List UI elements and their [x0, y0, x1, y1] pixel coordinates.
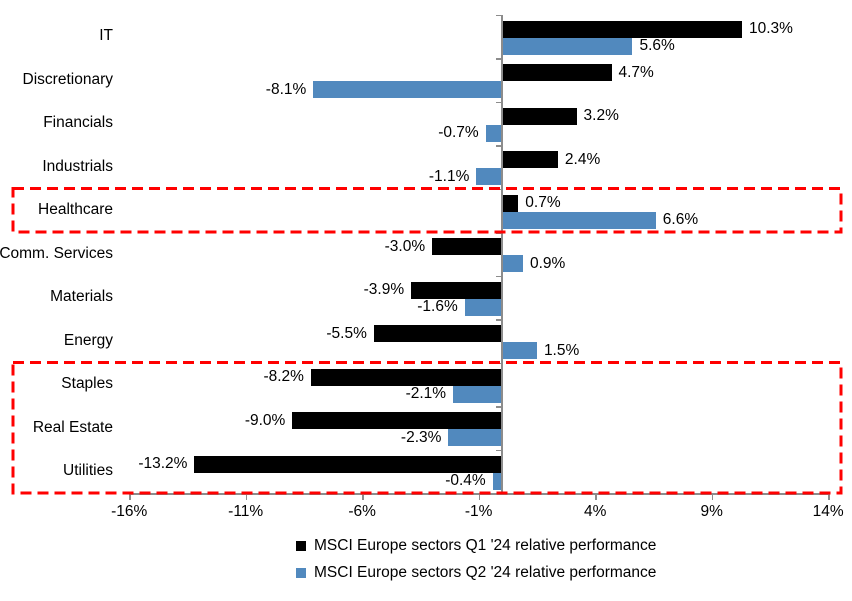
value-label: 3.2% [583, 107, 619, 124]
category-label-discretionary: Discretionary [22, 70, 113, 88]
x-axis-label-4%: 4% [583, 503, 607, 520]
category-label-healthcare: Healthcare [38, 201, 113, 219]
y-axis-line [501, 14, 503, 493]
y-axis-tick [496, 188, 502, 190]
category-label-financials: Financials [43, 114, 113, 132]
value-label: -9.0% [244, 411, 286, 429]
x-axis-label--16%: -16% [111, 503, 148, 520]
legend-entry-q2: MSCI Europe sectors Q2 '24 relative perf… [296, 564, 656, 581]
value-label: 6.6% [662, 211, 699, 228]
category-label-energy: Energy [63, 331, 113, 349]
x-axis-tick [828, 493, 830, 500]
x-axis-label--6%: -6% [348, 503, 376, 520]
bar-q1-staples [310, 368, 502, 386]
y-axis-tick [496, 362, 502, 364]
y-axis-tick [496, 275, 502, 277]
category-label-comm-services: Comm. Services [0, 244, 113, 262]
value-label: 10.3% [748, 20, 793, 37]
y-axis-tick [496, 14, 502, 16]
x-axis-tick [478, 493, 481, 500]
category-label-industrials: Industrials [42, 157, 113, 175]
category-label-materials: Materials [50, 288, 113, 306]
healthcare-highlight [11, 187, 843, 234]
bar-q2-materials [464, 298, 502, 316]
x-axis-tick [362, 493, 364, 500]
x-axis-label--1%: -1% [464, 503, 493, 520]
x-axis-label-14%: 14% [812, 503, 844, 520]
value-label: -3.0% [384, 237, 426, 255]
bar-q2-real-estate [448, 429, 502, 446]
bar-q1-financials [502, 107, 577, 125]
bar-q1-it [502, 20, 742, 38]
value-label: 2.4% [564, 150, 601, 168]
y-axis-tick [496, 145, 502, 147]
y-axis-tick [496, 58, 502, 60]
x-axis-label--11%: -11% [228, 503, 264, 520]
value-label: -2.3% [400, 428, 442, 446]
bar-q1-comm-services [432, 238, 502, 255]
x-axis-tick [245, 493, 248, 500]
value-label: 0.9% [529, 254, 566, 272]
y-axis-tick [496, 101, 502, 103]
value-label: 4.7% [618, 63, 654, 81]
legend-entry-q1: MSCI Europe sectors Q1 '24 relative perf… [296, 537, 656, 554]
bar-q2-energy [502, 342, 537, 359]
bar-q1-real-estate [292, 412, 502, 429]
legend-swatch-q1 [296, 540, 306, 551]
bar-q2-comm-services [502, 255, 523, 272]
bar-q2-financials [485, 124, 502, 142]
legend-label-q2: MSCI Europe sectors Q2 '24 relative perf… [314, 563, 657, 581]
x-axis-tick [595, 493, 597, 500]
y-axis-tick [496, 319, 502, 321]
bar-q1-materials [411, 281, 502, 299]
x-axis-tick [129, 493, 131, 500]
y-axis-tick [496, 406, 502, 408]
x-axis-tick [711, 493, 714, 500]
value-label: 1.5% [543, 341, 580, 359]
value-label: 5.6% [639, 37, 675, 54]
bar-q1-utilities [194, 455, 502, 473]
bar-q2-discretionary [313, 81, 502, 98]
value-label: -0.4% [445, 472, 486, 489]
value-label: -1.1% [428, 167, 470, 185]
legend-swatch-q2 [296, 567, 306, 578]
bar-q2-healthcare [502, 211, 656, 229]
value-label: -13.2% [138, 455, 188, 472]
value-label: -5.5% [326, 324, 367, 342]
bar-q2-staples [453, 385, 502, 403]
bar-q2-industrials [476, 168, 502, 185]
bar-q1-discretionary [502, 64, 612, 81]
x-axis-label-9%: 9% [700, 503, 723, 520]
bar-q1-healthcare [502, 194, 519, 212]
y-axis-tick [496, 449, 502, 451]
value-label: 0.7% [525, 194, 561, 211]
legend-label-q1: MSCI Europe sectors Q1 '24 relative perf… [314, 536, 657, 554]
bar-q2-it [502, 37, 633, 55]
category-label-real-estate: Real Estate [32, 418, 113, 436]
value-label: -2.1% [405, 385, 447, 402]
y-axis-tick [496, 232, 502, 234]
value-label: -8.1% [265, 80, 307, 98]
value-label: -8.2% [263, 368, 304, 385]
bar-q1-energy [373, 325, 502, 342]
bar-q1-industrials [502, 151, 558, 168]
value-label: -0.7% [438, 124, 479, 141]
value-label: -1.6% [417, 298, 458, 315]
value-label: -3.9% [363, 281, 405, 298]
category-label-it: IT [99, 27, 113, 45]
category-label-staples: Staples [61, 375, 113, 393]
category-label-utilities: Utilities [63, 462, 113, 480]
